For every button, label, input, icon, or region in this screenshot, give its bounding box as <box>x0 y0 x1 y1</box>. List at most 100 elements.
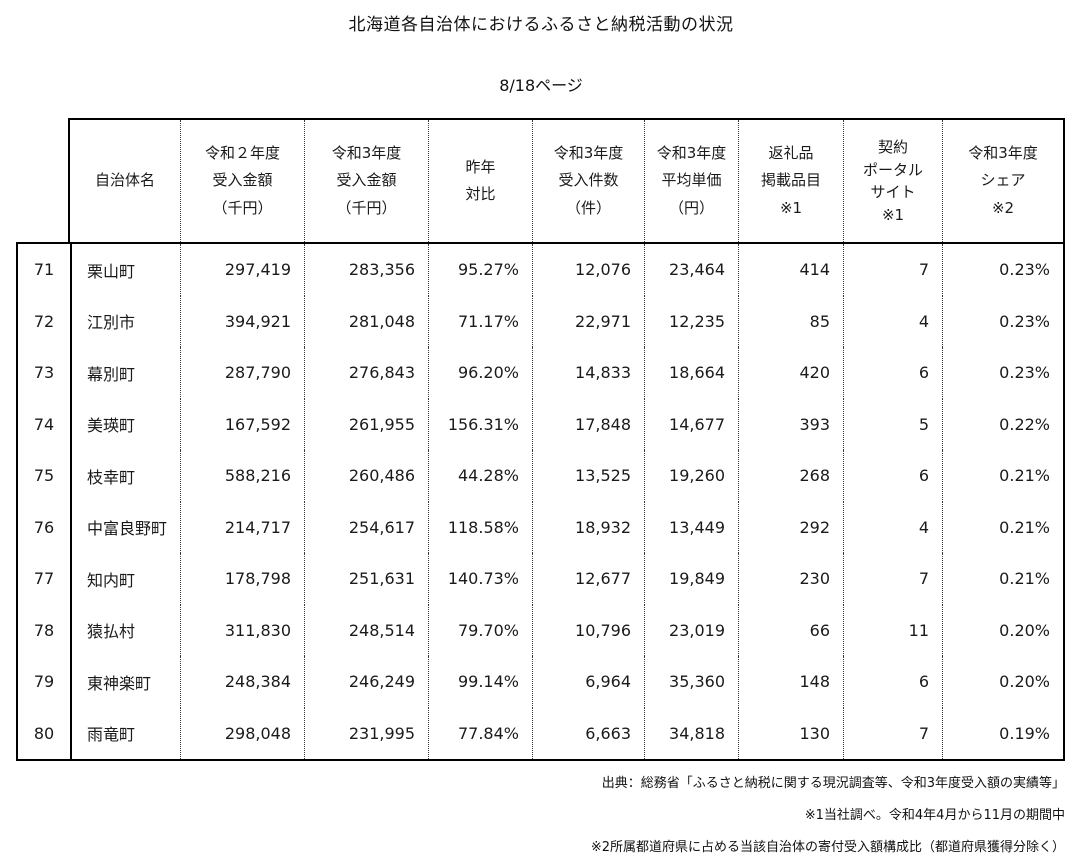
yoy-ratio: 44.28% <box>428 450 532 502</box>
column-header-share: 令和3年度 シェア ※2 <box>942 120 1063 242</box>
municipality-name: 美瑛町 <box>70 398 180 450</box>
table-row: 78 猿払村 311,830 248,514 79.70% 10,796 23,019 66 1… <box>18 604 1063 656</box>
r3-share: 0.23% <box>942 244 1063 296</box>
gift-listed-items: 148 <box>738 656 843 708</box>
table-row: 72 江別市 394,921 281,048 71.17% 22,971 12,235 85 4… <box>18 295 1063 347</box>
r2-received-amount: 248,384 <box>180 656 304 708</box>
yoy-ratio: 118.58% <box>428 501 532 553</box>
r3-received-amount: 261,955 <box>304 398 428 450</box>
gift-listed-items: 230 <box>738 553 843 605</box>
table-body: 71 栗山町 297,419 283,356 95.27% 12,076 23,464 414… <box>16 242 1065 761</box>
gift-listed-items: 66 <box>738 604 843 656</box>
column-header-line: 対比 <box>465 185 496 203</box>
row-rank: 72 <box>33 311 55 331</box>
r3-share: 0.23% <box>942 347 1063 399</box>
contracted-portal-sites: 5 <box>843 398 942 450</box>
r2-received-amount: 394,921 <box>180 295 304 347</box>
column-header-line: （件） <box>565 198 611 217</box>
gift-listed-items: 420 <box>738 347 843 399</box>
gift-listed-items: 85 <box>738 295 843 347</box>
r3-received-amount: 276,843 <box>304 347 428 399</box>
r2-received-amount: 287,790 <box>180 347 304 399</box>
r3-received-count: 18,932 <box>532 501 644 553</box>
municipality-name: 江別市 <box>70 295 180 347</box>
yoy-ratio: 96.20% <box>428 347 532 399</box>
row-rank: 80 <box>33 723 55 743</box>
r2-received-amount: 178,798 <box>180 553 304 605</box>
r2-received-amount: 298,048 <box>180 707 304 759</box>
contracted-portal-sites: 6 <box>843 450 942 502</box>
column-header-r3-amount: 令和3年度 受入金額 （千円） <box>304 120 428 242</box>
yoy-ratio: 79.70% <box>428 604 532 656</box>
municipality-name: 栗山町 <box>70 244 180 296</box>
contracted-portal-sites: 7 <box>843 707 942 759</box>
table-row: 80 雨竜町 298,048 231,995 77.84% 6,663 34,818 130 7… <box>18 707 1063 759</box>
contracted-portal-sites: 11 <box>843 604 942 656</box>
column-header-line: シェア <box>980 171 1026 190</box>
column-header-yoy: 昨年 対比 <box>428 120 532 242</box>
r3-share: 0.20% <box>942 656 1063 708</box>
r3-average-unit-price: 18,664 <box>644 347 738 399</box>
r3-average-unit-price: 12,235 <box>644 295 738 347</box>
column-header-line: （千円） <box>336 198 397 217</box>
furusato-tax-table: 自治体名 令和２年度 受入金額 （千円） 令和3年度 受入金額 （千円） 昨年 対比 令和3年度受… <box>16 118 1065 761</box>
row-rank: 76 <box>33 517 55 537</box>
r2-received-amount: 311,830 <box>180 604 304 656</box>
r3-received-count: 14,833 <box>532 347 644 399</box>
column-header-line: 受入金額 <box>212 171 273 190</box>
table-row: 74 美瑛町 167,592 261,955 156.31% 17,848 14,677 39… <box>18 398 1063 450</box>
contracted-portal-sites: 7 <box>843 244 942 296</box>
r3-share: 0.20% <box>942 604 1063 656</box>
column-header-line: 令和3年度 <box>968 144 1038 163</box>
row-rank: 75 <box>33 466 55 486</box>
r3-average-unit-price: 34,818 <box>644 707 738 759</box>
municipality-name: 猿払村 <box>70 604 180 656</box>
r3-received-count: 12,677 <box>532 553 644 605</box>
column-header-line: 令和3年度 <box>331 144 402 163</box>
column-header-name: 自治体名 <box>70 120 180 242</box>
r3-received-count: 13,525 <box>532 450 644 502</box>
row-rank: 77 <box>33 569 55 589</box>
column-header-line: ※1 <box>881 205 905 224</box>
column-header-line: 掲載品目 <box>760 171 821 190</box>
r3-received-count: 6,663 <box>532 707 644 759</box>
page-number: 8/18ページ <box>499 76 583 95</box>
column-header-line: 契約 <box>877 138 908 156</box>
r3-received-count: 10,796 <box>532 604 644 656</box>
column-header-line: 自治体名 <box>94 171 155 190</box>
table-row: 77 知内町 178,798 251,631 140.73% 12,677 19,849 23… <box>18 553 1063 605</box>
yoy-ratio: 99.14% <box>428 656 532 708</box>
contracted-portal-sites: 4 <box>843 295 942 347</box>
report-page: 北海道各自治体におけるふるさと納税活動の状況 8/18ページ 自治体名 令和２年度… <box>0 10 1082 855</box>
r3-average-unit-price: 19,849 <box>644 553 738 605</box>
source-note: 出典：総務省「ふるさと納税に関する現況調査等、令和3年度受入額の実績等」 <box>601 776 1065 791</box>
r3-received-amount: 260,486 <box>304 450 428 502</box>
footnote-2: ※2所属都道府県に占める当該自治体の寄付受入額構成比（都道府県獲得分除く） <box>590 840 1065 855</box>
row-rank: 79 <box>33 672 55 692</box>
municipality-name: 知内町 <box>70 553 180 605</box>
r3-received-amount: 251,631 <box>304 553 428 605</box>
r3-received-count: 22,971 <box>532 295 644 347</box>
table-header-row: 自治体名 令和２年度 受入金額 （千円） 令和3年度 受入金額 （千円） 昨年 対比 令和3年度受… <box>68 118 1065 242</box>
r3-share: 0.19% <box>942 707 1063 759</box>
gift-listed-items: 414 <box>738 244 843 296</box>
municipality-name: 幕別町 <box>70 347 180 399</box>
contracted-portal-sites: 6 <box>843 347 942 399</box>
column-header-line: 令和3年度 <box>553 144 624 163</box>
r3-share: 0.21% <box>942 450 1063 502</box>
gift-listed-items: 393 <box>738 398 843 450</box>
table-row: 71 栗山町 297,419 283,356 95.27% 12,076 23,464 414… <box>18 244 1063 296</box>
column-header-line: 昨年 <box>465 157 496 176</box>
r3-average-unit-price: 13,449 <box>644 501 738 553</box>
footnotes: 出典：総務省「ふるさと納税に関する現況調査等、令和3年度受入額の実績等」 ※1当… <box>16 772 1065 855</box>
table-row: 79 東神楽町 248,384 246,249 99.14% 6,964 35,360 148… <box>18 656 1063 708</box>
gift-listed-items: 292 <box>738 501 843 553</box>
column-header-line: 令和２年度 <box>204 144 280 163</box>
gift-listed-items: 268 <box>738 450 843 502</box>
r3-average-unit-price: 35,360 <box>644 656 738 708</box>
footnote-1: ※1当社調べ。令和4年4月から11月の期間中 <box>804 808 1065 823</box>
yoy-ratio: 95.27% <box>428 244 532 296</box>
r3-received-amount: 246,249 <box>304 656 428 708</box>
r3-received-amount: 248,514 <box>304 604 428 656</box>
yoy-ratio: 156.31% <box>428 398 532 450</box>
